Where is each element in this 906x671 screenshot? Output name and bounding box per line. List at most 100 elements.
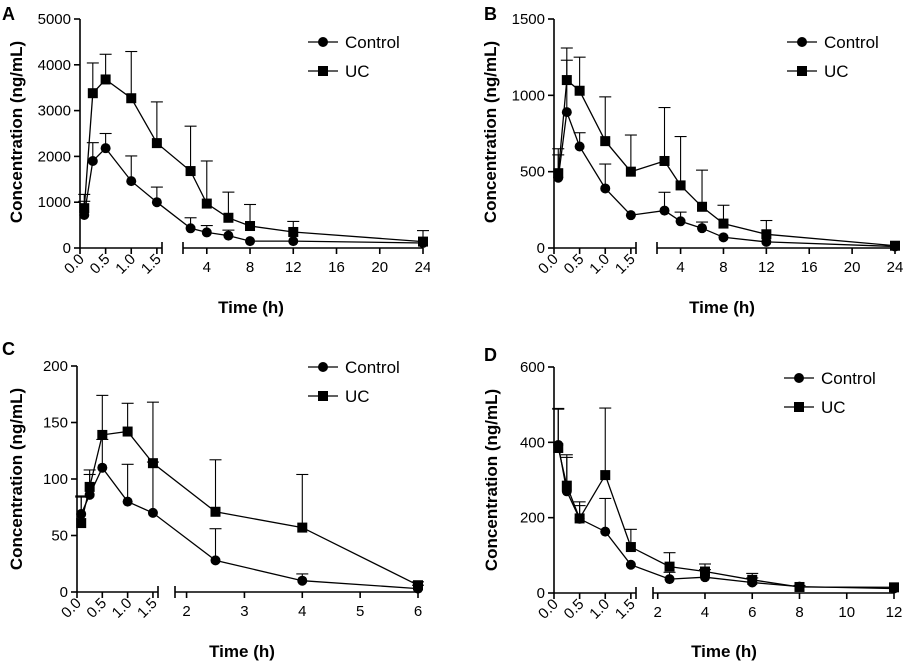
- chart-c-y-tick-label: 150: [43, 415, 68, 432]
- chart-a-uc-point: [87, 88, 98, 99]
- chart-d-legend-control-marker: [794, 373, 804, 383]
- chart-b-uc-point: [625, 166, 636, 177]
- chart-a-control-point: [100, 143, 111, 154]
- chart-d-uc-point: [699, 566, 710, 577]
- chart-a-y-tick-label: 0: [63, 240, 71, 257]
- panel-label-a: A: [2, 4, 15, 24]
- chart-b-uc-point: [574, 85, 585, 96]
- chart-c-uc-line: [80, 430, 419, 586]
- chart-c-uc-point: [76, 518, 87, 529]
- chart-c-y-tick-label: 200: [43, 358, 68, 375]
- chart-d-uc-point: [747, 574, 758, 585]
- chart-c-x-tick-label: 1.0: [109, 595, 136, 622]
- chart-d-y-tick-label: 600: [520, 359, 545, 376]
- panel-label-b: B: [484, 4, 497, 24]
- chart-b-y-axis-label: Concentration (ng/mL): [481, 41, 500, 223]
- chart-a-y-tick-label: 4000: [38, 57, 71, 74]
- chart-d-uc-point: [889, 582, 899, 593]
- chart-b-control-point: [625, 210, 636, 221]
- chart-b-y-tick-label: 0: [537, 240, 545, 257]
- chart-a-x-tick-label: 1.5: [138, 251, 165, 278]
- chart-d-uc-point: [794, 581, 805, 592]
- chart-b-x-tick-label: 16: [801, 259, 818, 276]
- chart-c-uc-point: [210, 506, 221, 517]
- chart-a-control-point: [245, 236, 256, 247]
- chart-b-uc-point: [675, 180, 686, 191]
- chart-b-x-tick-label: 20: [844, 259, 861, 276]
- chart-d-legend-control-label: Control: [821, 369, 876, 388]
- chart-b-uc-point: [561, 75, 572, 86]
- chart-a-x-tick-label: 1.0: [112, 251, 139, 278]
- panel-label-d: D: [484, 345, 497, 365]
- chart-a-uc-point: [151, 138, 162, 149]
- chart-a-y-axis-label: Concentration (ng/mL): [7, 41, 26, 223]
- chart-b-legend-control-marker: [797, 37, 807, 47]
- chart-d-x-axis-label: Time (h): [691, 642, 757, 661]
- chart-a-uc-point: [100, 74, 111, 85]
- chart-b-uc-point: [659, 155, 670, 166]
- chart-c-uc-point: [122, 426, 133, 437]
- chart-d-uc-point: [553, 442, 564, 453]
- chart-c-legend-uc-label: UC: [345, 387, 370, 406]
- chart-d-uc-line: [557, 447, 895, 588]
- chart-d-uc-point: [600, 470, 611, 481]
- chart-b-legend-uc-marker: [797, 66, 807, 76]
- chart-a-x-tick-label: 20: [371, 259, 388, 276]
- chart-c-uc-point: [413, 580, 423, 591]
- chart-b-uc-point: [761, 229, 772, 240]
- chart-d-control-point: [664, 574, 675, 585]
- chart-c-x-axis-label: Time (h): [209, 642, 275, 661]
- chart-a-uc-point: [418, 236, 428, 247]
- chart-a-control-point: [87, 155, 98, 166]
- chart-d-control-point: [625, 559, 636, 570]
- chart-d-y-axis-label: Concentration (ng/mL): [482, 389, 501, 571]
- chart-c-control-line: [80, 466, 419, 590]
- chart-a-control-point: [201, 227, 212, 238]
- chart-a-x-tick-label: 12: [285, 259, 302, 276]
- chart-a-uc-point: [223, 212, 234, 223]
- chart-a-y-tick-label: 1000: [38, 194, 71, 211]
- chart-a-control-point: [223, 230, 234, 241]
- chart-a-y-tick-label: 2000: [38, 148, 71, 165]
- chart-b-uc-point: [553, 168, 564, 179]
- chart-b-control-point: [675, 216, 686, 227]
- chart-panel-b: B 0 500 1000 1500 0.0 0.5 1.0 1.5 4 8 12 16 20 24 Conc…: [476, 0, 906, 338]
- chart-b-control-point: [761, 236, 772, 247]
- chart-c-control-point: [122, 496, 133, 507]
- chart-d-legend-uc-label: UC: [821, 398, 846, 417]
- chart-d-x-tick-label: 6: [748, 604, 756, 621]
- chart-c-x-tick-label: 6: [414, 603, 422, 620]
- chart-a-legend-uc-label: UC: [345, 62, 370, 81]
- chart-d-uc-point: [625, 542, 636, 553]
- chart-c-x-tick-label: 0.5: [83, 595, 110, 622]
- chart-d-legend-uc-marker: [794, 402, 804, 412]
- chart-b-y-tick-label: 1500: [512, 11, 545, 28]
- chart-b-x-tick-label: 1.5: [612, 251, 639, 278]
- chart-b-y-tick-label: 500: [520, 164, 545, 181]
- chart-b-uc-point: [718, 218, 729, 229]
- chart-d-uc-point: [561, 480, 572, 491]
- chart-d-uc-point: [574, 513, 585, 524]
- panel-label-c: C: [2, 339, 15, 359]
- chart-c-x-tick-label: 3: [240, 603, 248, 620]
- chart-d-x-tick-label: 1.0: [586, 596, 613, 623]
- chart-a-legend-control-marker: [318, 37, 328, 47]
- chart-c-y-axis-label: Concentration (ng/mL): [7, 388, 26, 570]
- chart-b-y-tick-label: 1000: [512, 87, 545, 104]
- chart-d-x-tick-label: 0.5: [561, 596, 588, 623]
- chart-c-control-point: [97, 462, 108, 473]
- chart-b-x-tick-label: 8: [719, 259, 727, 276]
- chart-d-x-tick-label: 2: [654, 604, 662, 621]
- chart-b-control-point: [600, 183, 611, 194]
- chart-c-uc-point: [147, 458, 158, 469]
- chart-b-control-point: [659, 205, 670, 216]
- chart-panel-a: A 0 1000 2000 3000 4000 5000 0.0 0.5 1.0 1.5 4 8 12 1…: [0, 0, 431, 338]
- chart-c-y-tick-label: 50: [51, 528, 68, 545]
- chart-a-y-tick-label: 5000: [38, 11, 71, 28]
- chart-a-uc-point: [288, 226, 299, 237]
- chart-a-legend-uc-marker: [318, 66, 328, 76]
- chart-a-uc-point: [245, 221, 256, 232]
